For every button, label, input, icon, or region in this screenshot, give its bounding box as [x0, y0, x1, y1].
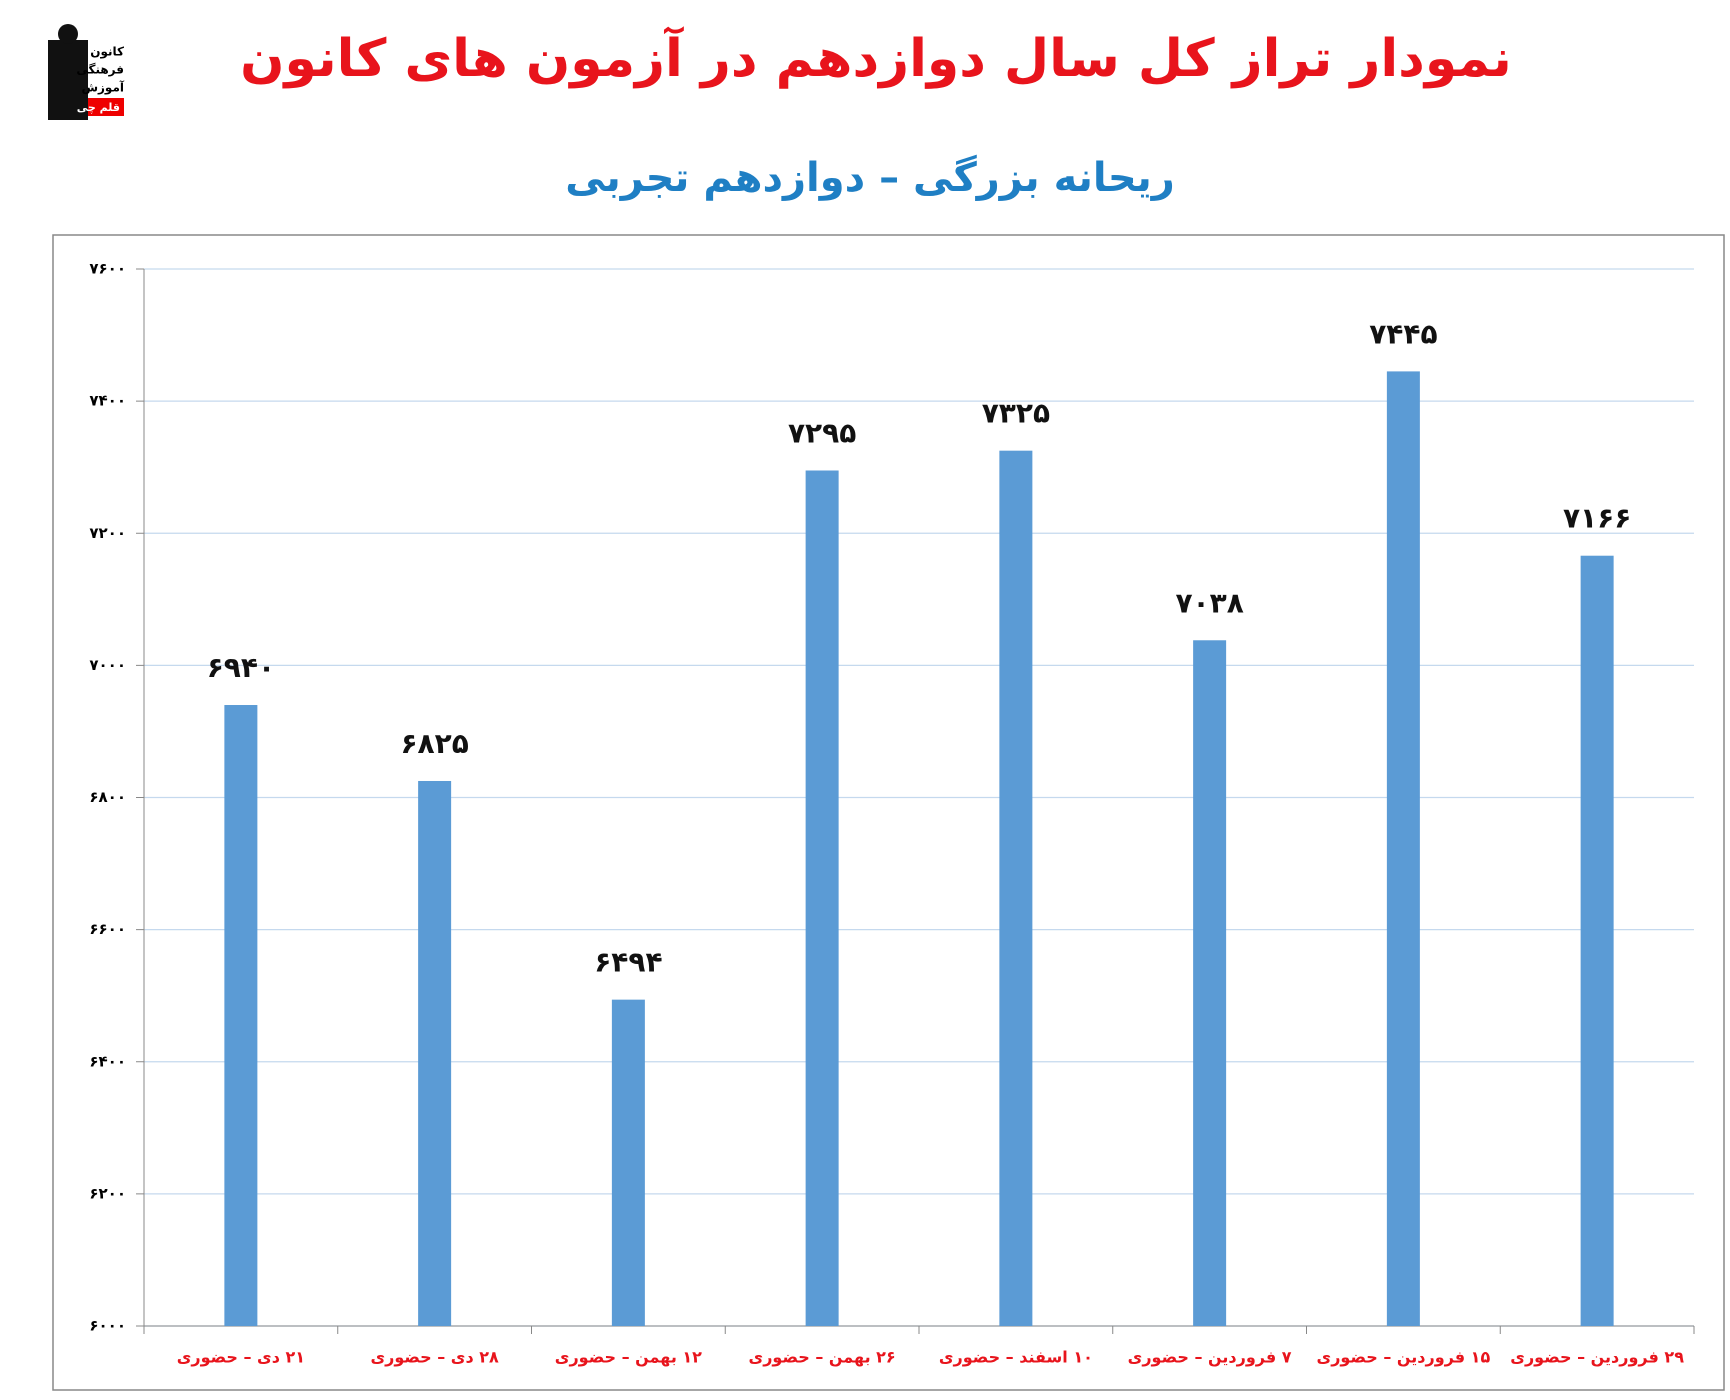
x-tick-label: ۱۲ بهمن – حضوری [555, 1348, 702, 1367]
data-label: ۷۱۶۶ [1563, 502, 1631, 535]
logo-text: قلم چی [77, 101, 120, 114]
bar [999, 450, 1033, 1326]
data-label: ۷۳۲۵ [982, 397, 1050, 430]
logo-head [58, 24, 78, 44]
bar [1580, 555, 1614, 1326]
plot-frame [52, 234, 1725, 1391]
logo-text: آموزش [81, 80, 124, 96]
x-tick-label: ۲۶ بهمن – حضوری [749, 1348, 896, 1367]
y-tick-label: ۶۶۰۰ [89, 920, 126, 938]
y-tick-label: ۶۸۰۰ [89, 788, 126, 806]
logo-text: فرهنگی [76, 63, 124, 77]
data-label: ۶۸۲۵ [400, 727, 468, 760]
x-tick-label: ۱۵ فروردین – حضوری [1317, 1348, 1491, 1367]
y-tick-label: ۷۴۰۰ [89, 392, 126, 410]
bar [1193, 640, 1227, 1326]
bar [805, 470, 839, 1327]
bar [1386, 371, 1420, 1327]
y-tick-label: ۶۰۰۰ [89, 1317, 126, 1335]
y-tick-label: ۶۴۰۰ [89, 1052, 126, 1070]
y-tick-label: ۷۰۰۰ [89, 656, 126, 674]
logo-figure [48, 40, 88, 120]
chart-title: نمودار تراز کل سال دوازدهم در آزمون های … [240, 26, 1512, 89]
x-tick-label: ۲۸ دی – حضوری [370, 1348, 499, 1367]
x-tick-label: ۲۹ فروردین – حضوری [1510, 1348, 1684, 1367]
data-label: ۷۰۳۸ [1175, 586, 1243, 619]
bar [418, 780, 452, 1326]
data-label: ۷۴۴۵ [1369, 317, 1437, 350]
logo-band [88, 98, 124, 116]
data-label: ۶۴۹۴ [594, 946, 662, 979]
y-tick-label: ۷۲۰۰ [89, 524, 126, 542]
logo: کانون فرهنگی آموزش قلم چی [48, 24, 125, 120]
logo-text: کانون [90, 45, 124, 60]
chart-subtitle: ریحانه بزرگی – دوازدهم تجربی [565, 154, 1175, 201]
data-label: ۶۹۴۰ [207, 651, 275, 684]
x-tick-label: ۱۰ اسفند – حضوری [939, 1348, 1093, 1367]
x-tick-label: ۷ فروردین – حضوری [1128, 1348, 1292, 1367]
y-tick-label: ۶۲۰۰ [89, 1184, 126, 1202]
bar [611, 999, 645, 1326]
data-label: ۷۲۹۵ [788, 416, 856, 449]
y-tick-label: ۷۶۰۰ [89, 260, 126, 278]
x-tick-label: ۲۱ دی – حضوری [177, 1348, 305, 1367]
bar [224, 705, 258, 1326]
